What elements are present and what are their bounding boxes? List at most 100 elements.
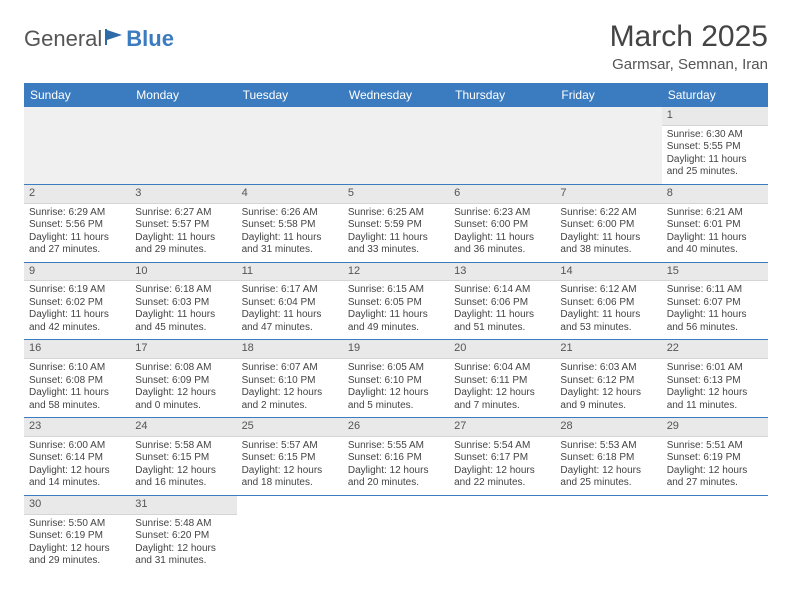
sunrise-text: Sunrise: 6:18 AM: [135, 284, 231, 297]
day-number: 25: [237, 418, 343, 437]
sunset-text: Sunset: 6:10 PM: [242, 375, 338, 388]
day-cell: 27Sunrise: 5:54 AMSunset: 6:17 PMDayligh…: [449, 418, 555, 496]
day-number: 7: [555, 185, 661, 204]
sunset-text: Sunset: 6:11 PM: [454, 375, 550, 388]
day-number: 22: [662, 340, 768, 359]
daylight-text: Daylight: 12 hours and 20 minutes.: [348, 465, 444, 490]
day-details: Sunrise: 6:30 AMSunset: 5:55 PMDaylight:…: [662, 126, 768, 184]
sunset-text: Sunset: 6:16 PM: [348, 452, 444, 465]
sunrise-text: Sunrise: 5:54 AM: [454, 440, 550, 453]
day-number: 6: [449, 185, 555, 204]
sunset-text: Sunset: 6:15 PM: [242, 452, 338, 465]
day-details: Sunrise: 6:23 AMSunset: 6:00 PMDaylight:…: [449, 204, 555, 262]
flag-icon: [104, 28, 126, 46]
day-cell: 17 Sunrise: 6:08 AMSunset: 6:09 PMDayligh…: [130, 340, 236, 418]
daylight-text: Daylight: 11 hours and 47 minutes.: [242, 309, 338, 334]
sunrise-text: Sunrise: 6:08 AM: [135, 362, 231, 375]
day-number: 26: [343, 418, 449, 437]
day-cell: 20Sunrise: 6:04 AMSunset: 6:11 PMDayligh…: [449, 340, 555, 418]
daylight-text: Daylight: 11 hours and 45 minutes.: [135, 309, 231, 334]
logo-text-1: General: [24, 26, 102, 52]
daylight-text: Daylight: 11 hours and 58 minutes.: [29, 387, 125, 412]
day-cell: 1Sunrise: 6:30 AMSunset: 5:55 PMDaylight…: [662, 107, 768, 184]
header: General Blue March 2025 Garmsar, Semnan,…: [24, 20, 768, 73]
blank-cell: [662, 495, 768, 572]
day-details: Sunrise: 6:27 AMSunset: 5:57 PMDaylight:…: [130, 204, 236, 262]
daylight-text: Daylight: 12 hours and 7 minutes.: [454, 387, 550, 412]
day-details: Sunrise: 6:03 AMSunset: 6:12 PMDaylight:…: [555, 359, 661, 417]
day-details: Sunrise: 6:29 AMSunset: 5:56 PMDaylight:…: [24, 204, 130, 262]
day-cell: 19Sunrise: 6:05 AMSunset: 6:10 PMDayligh…: [343, 340, 449, 418]
sunrise-text: Sunrise: 6:15 AM: [348, 284, 444, 297]
day-cell: 29Sunrise: 5:51 AMSunset: 6:19 PMDayligh…: [662, 418, 768, 496]
sunset-text: Sunset: 5:59 PM: [348, 219, 444, 232]
sunset-text: Sunset: 6:12 PM: [560, 375, 656, 388]
daylight-text: Daylight: 12 hours and 5 minutes.: [348, 387, 444, 412]
daylight-text: Daylight: 11 hours and 25 minutes.: [667, 154, 763, 179]
weekday-header-row: SundayMondayTuesdayWednesdayThursdayFrid…: [24, 83, 768, 107]
day-cell: 8Sunrise: 6:21 AMSunset: 6:01 PMDaylight…: [662, 184, 768, 262]
sunset-text: Sunset: 6:00 PM: [560, 219, 656, 232]
sunset-text: Sunset: 6:05 PM: [348, 297, 444, 310]
sunrise-text: Sunrise: 6:11 AM: [667, 284, 763, 297]
sunrise-text: Sunrise: 6:21 AM: [667, 207, 763, 220]
weekday-header: Wednesday: [343, 83, 449, 107]
day-details: Sunrise: 6:01 AMSunset: 6:13 PMDaylight:…: [662, 359, 768, 417]
sunrise-text: Sunrise: 6:26 AM: [242, 207, 338, 220]
day-number: 21: [555, 340, 661, 359]
day-cell: 5Sunrise: 6:25 AMSunset: 5:59 PMDaylight…: [343, 184, 449, 262]
blank-cell: [24, 107, 130, 184]
day-details: Sunrise: 6:17 AMSunset: 6:04 PMDaylight:…: [237, 281, 343, 339]
daylight-text: Daylight: 11 hours and 27 minutes.: [29, 232, 125, 257]
sunrise-text: Sunrise: 6:14 AM: [454, 284, 550, 297]
sunrise-text: Sunrise: 6:22 AM: [560, 207, 656, 220]
weekday-header: Tuesday: [237, 83, 343, 107]
day-details: Sunrise: 5:50 AMSunset: 6:19 PMDaylight:…: [24, 515, 130, 573]
sunrise-text: Sunrise: 5:50 AM: [29, 518, 125, 531]
day-number: 17: [130, 340, 236, 359]
day-number: 31: [130, 496, 236, 515]
sunset-text: Sunset: 6:09 PM: [135, 375, 231, 388]
sunrise-text: Sunrise: 6:04 AM: [454, 362, 550, 375]
blank-cell: [343, 107, 449, 184]
sunset-text: Sunset: 5:57 PM: [135, 219, 231, 232]
sunset-text: Sunset: 6:08 PM: [29, 375, 125, 388]
sunrise-text: Sunrise: 6:03 AM: [560, 362, 656, 375]
sunset-text: Sunset: 6:00 PM: [454, 219, 550, 232]
daylight-text: Daylight: 12 hours and 11 minutes.: [667, 387, 763, 412]
day-cell: 31Sunrise: 5:48 AMSunset: 6:20 PMDayligh…: [130, 495, 236, 572]
calendar-body: 1Sunrise: 6:30 AMSunset: 5:55 PMDaylight…: [24, 107, 768, 573]
blank-cell: [555, 495, 661, 572]
day-details: Sunrise: 6:07 AMSunset: 6:10 PMDaylight:…: [237, 359, 343, 417]
sunrise-text: Sunrise: 5:58 AM: [135, 440, 231, 453]
calendar-row: 9Sunrise: 6:19 AMSunset: 6:02 PMDaylight…: [24, 262, 768, 340]
day-details: Sunrise: 6:21 AMSunset: 6:01 PMDaylight:…: [662, 204, 768, 262]
blank-cell: [130, 107, 236, 184]
location-text: Garmsar, Semnan, Iran: [610, 56, 768, 73]
sunset-text: Sunset: 5:58 PM: [242, 219, 338, 232]
day-number: 2: [24, 185, 130, 204]
day-cell: 10Sunrise: 6:18 AMSunset: 6:03 PMDayligh…: [130, 262, 236, 340]
blank-cell: [449, 495, 555, 572]
day-cell: 21Sunrise: 6:03 AMSunset: 6:12 PMDayligh…: [555, 340, 661, 418]
weekday-header: Saturday: [662, 83, 768, 107]
day-details: Sunrise: 5:48 AMSunset: 6:20 PMDaylight:…: [130, 515, 236, 573]
blank-cell: [237, 107, 343, 184]
daylight-text: Daylight: 11 hours and 36 minutes.: [454, 232, 550, 257]
daylight-text: Daylight: 11 hours and 31 minutes.: [242, 232, 338, 257]
sunset-text: Sunset: 6:13 PM: [667, 375, 763, 388]
daylight-text: Daylight: 12 hours and 0 minutes.: [135, 387, 231, 412]
daylight-text: Daylight: 12 hours and 29 minutes.: [29, 543, 125, 568]
day-details: Sunrise: 6:26 AMSunset: 5:58 PMDaylight:…: [237, 204, 343, 262]
day-details: Sunrise: 6:19 AMSunset: 6:02 PMDaylight:…: [24, 281, 130, 339]
day-cell: 15Sunrise: 6:11 AMSunset: 6:07 PMDayligh…: [662, 262, 768, 340]
day-number: 10: [130, 263, 236, 282]
day-details: Sunrise: 5:54 AMSunset: 6:17 PMDaylight:…: [449, 437, 555, 495]
day-details: Sunrise: 6:22 AMSunset: 6:00 PMDaylight:…: [555, 204, 661, 262]
day-details: Sunrise: 6:18 AMSunset: 6:03 PMDaylight:…: [130, 281, 236, 339]
day-details: Sunrise: 6:05 AMSunset: 6:10 PMDaylight:…: [343, 359, 449, 417]
daylight-text: Daylight: 12 hours and 31 minutes.: [135, 543, 231, 568]
daylight-text: Daylight: 11 hours and 40 minutes.: [667, 232, 763, 257]
day-details: Sunrise: 6:25 AMSunset: 5:59 PMDaylight:…: [343, 204, 449, 262]
day-cell: 6Sunrise: 6:23 AMSunset: 6:00 PMDaylight…: [449, 184, 555, 262]
